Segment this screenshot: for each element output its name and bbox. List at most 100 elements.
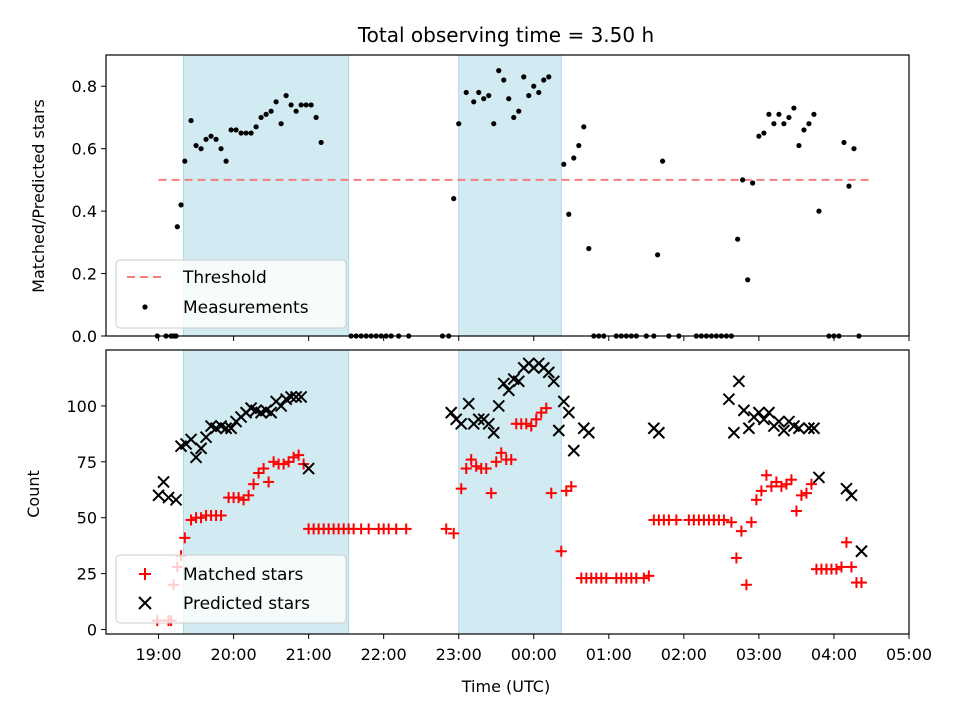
measurement-point xyxy=(581,124,587,130)
matched-star-marker xyxy=(480,463,492,475)
predicted-star-marker xyxy=(492,399,505,413)
predicted-star-marker xyxy=(772,415,786,428)
measurement-point xyxy=(193,142,199,149)
measurement-point xyxy=(811,111,817,117)
measurement-point xyxy=(740,177,746,183)
marker-stroke xyxy=(762,406,776,419)
marker-stroke xyxy=(157,475,170,489)
matched-star-marker xyxy=(258,463,270,475)
marker-stroke xyxy=(445,406,458,419)
measurement-point xyxy=(750,180,756,186)
measurement-point xyxy=(456,121,462,127)
matched-star-marker xyxy=(750,494,762,506)
x-tick-label: 20:00 xyxy=(211,645,257,664)
top-legend-box xyxy=(115,259,347,329)
chart-title: Total observing time = 3.50 h xyxy=(357,23,654,47)
predicted-stars-points xyxy=(152,357,868,558)
marker-stroke xyxy=(169,493,183,507)
y-tick-label: 0.6 xyxy=(72,140,97,159)
measurement-point xyxy=(218,146,224,152)
predicted-star-marker xyxy=(737,404,751,417)
predicted-star-marker xyxy=(807,422,821,435)
matched-star-marker xyxy=(740,579,752,591)
matched-star-marker xyxy=(725,516,737,528)
matched-star-marker xyxy=(745,516,757,528)
marker-stroke xyxy=(224,422,238,435)
measurement-point xyxy=(486,92,492,99)
x-tick-label: 00:00 xyxy=(511,645,557,664)
marker-stroke xyxy=(199,431,213,444)
measurement-point xyxy=(228,127,234,133)
predicted-star-marker xyxy=(552,424,565,437)
predicted-star-marker xyxy=(152,489,165,502)
marker-stroke xyxy=(727,426,741,439)
predicted-star-marker xyxy=(302,462,315,475)
measurement-point xyxy=(756,133,762,139)
y-tick-label: 100 xyxy=(66,397,97,416)
marker-stroke xyxy=(557,395,570,408)
predicted-star-marker xyxy=(732,375,746,388)
predicted-star-marker xyxy=(722,392,736,406)
measurement-point xyxy=(771,121,777,127)
predicted-star-marker xyxy=(512,375,525,388)
x-tick-label: 21:00 xyxy=(286,645,332,664)
matched-star-marker xyxy=(600,572,612,584)
measurement-point xyxy=(263,111,269,117)
measurement-point xyxy=(233,127,239,133)
bottom-y-axis-label: Count xyxy=(24,470,43,518)
matched-star-marker xyxy=(525,420,537,432)
matched-star-marker xyxy=(845,561,857,573)
measurement-point xyxy=(248,130,254,136)
predicted-star-marker xyxy=(184,433,198,446)
predicted-star-marker xyxy=(802,422,816,435)
marker-stroke xyxy=(274,399,288,413)
predicted-star-marker xyxy=(792,422,806,435)
matched-star-marker xyxy=(440,523,452,535)
measurement-point xyxy=(846,183,852,189)
top-x-ticks xyxy=(158,336,910,341)
measurement-point xyxy=(253,124,259,130)
matched-star-marker xyxy=(530,413,542,425)
measurement-point xyxy=(576,142,582,149)
measurement-point xyxy=(174,224,180,230)
measurement-point xyxy=(293,108,299,114)
marker-stroke xyxy=(264,406,278,419)
x-tick-label: 05:00 xyxy=(886,645,932,664)
marker-stroke xyxy=(757,413,771,426)
matched-star-marker xyxy=(855,577,867,589)
marker-stroke xyxy=(294,390,308,404)
measurement-point xyxy=(471,99,477,105)
x-tick-label: 03:00 xyxy=(736,645,782,664)
measurement-point xyxy=(283,92,289,99)
predicted-star-marker xyxy=(219,422,233,435)
marker-stroke xyxy=(244,401,258,415)
predicted-star-marker xyxy=(567,444,580,457)
marker-stroke xyxy=(482,417,495,431)
marker-stroke xyxy=(204,419,218,433)
predicted-star-marker xyxy=(582,426,596,439)
bottom-plot-frame xyxy=(105,349,910,635)
predicted-star-marker xyxy=(742,422,756,435)
measurement-point xyxy=(506,96,512,102)
measurement-point xyxy=(318,139,324,146)
marker-stroke xyxy=(542,366,555,379)
measurement-point xyxy=(278,121,284,127)
matched-star-marker xyxy=(248,478,260,490)
marker-stroke xyxy=(840,482,853,495)
predicted-star-marker xyxy=(812,471,826,484)
measurement-point xyxy=(816,208,822,214)
measurement-point xyxy=(476,89,482,96)
measurement-point xyxy=(806,121,812,127)
predicted-star-marker xyxy=(502,384,515,397)
top-panel: 0.0 0.2 0.4 0.6 0.8 Threshold Measurements xyxy=(72,54,910,346)
bottom-panel: 0 25 50 75 100 19:00 20:00 21:00 22:00 23:00 00:0… xyxy=(66,349,932,664)
predicted-star-marker xyxy=(652,426,666,439)
y-tick-label: 75 xyxy=(77,453,97,472)
measurement-point xyxy=(491,121,497,127)
predicted-star-marker xyxy=(455,417,468,431)
measurement-point xyxy=(203,136,209,142)
marker-stroke xyxy=(737,404,751,417)
predicted-star-marker xyxy=(194,442,208,455)
legend-matched-label: Matched stars xyxy=(183,565,303,585)
marker-stroke xyxy=(462,397,475,410)
